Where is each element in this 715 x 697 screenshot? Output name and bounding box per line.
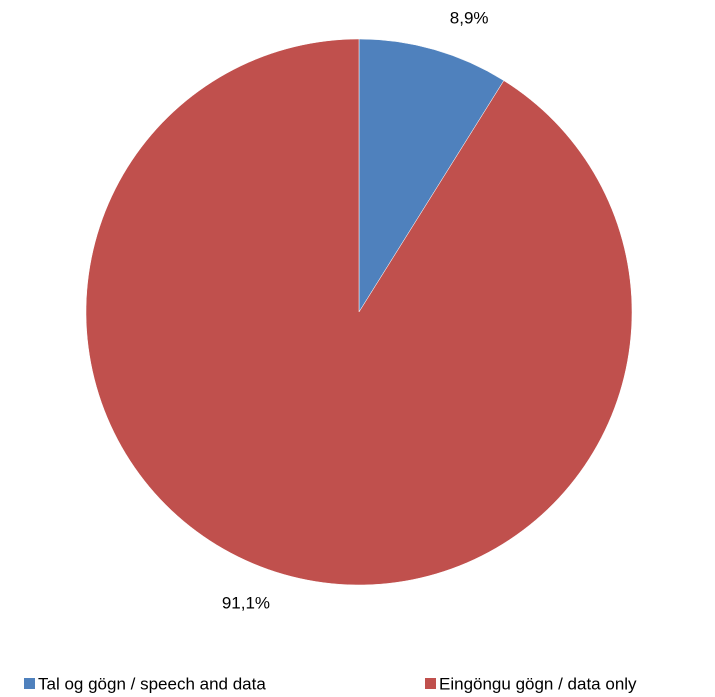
legend-label: Eingöngu gögn / data only — [439, 674, 637, 693]
data-label: 91,1% — [222, 593, 270, 612]
data-label: 8,9% — [450, 9, 489, 28]
legend-swatch — [24, 678, 35, 689]
pie-slice — [85, 38, 633, 586]
legend-label: Tal og gögn / speech and data — [38, 674, 266, 693]
legend-swatch — [425, 678, 436, 689]
pie-slice — [358, 38, 505, 313]
